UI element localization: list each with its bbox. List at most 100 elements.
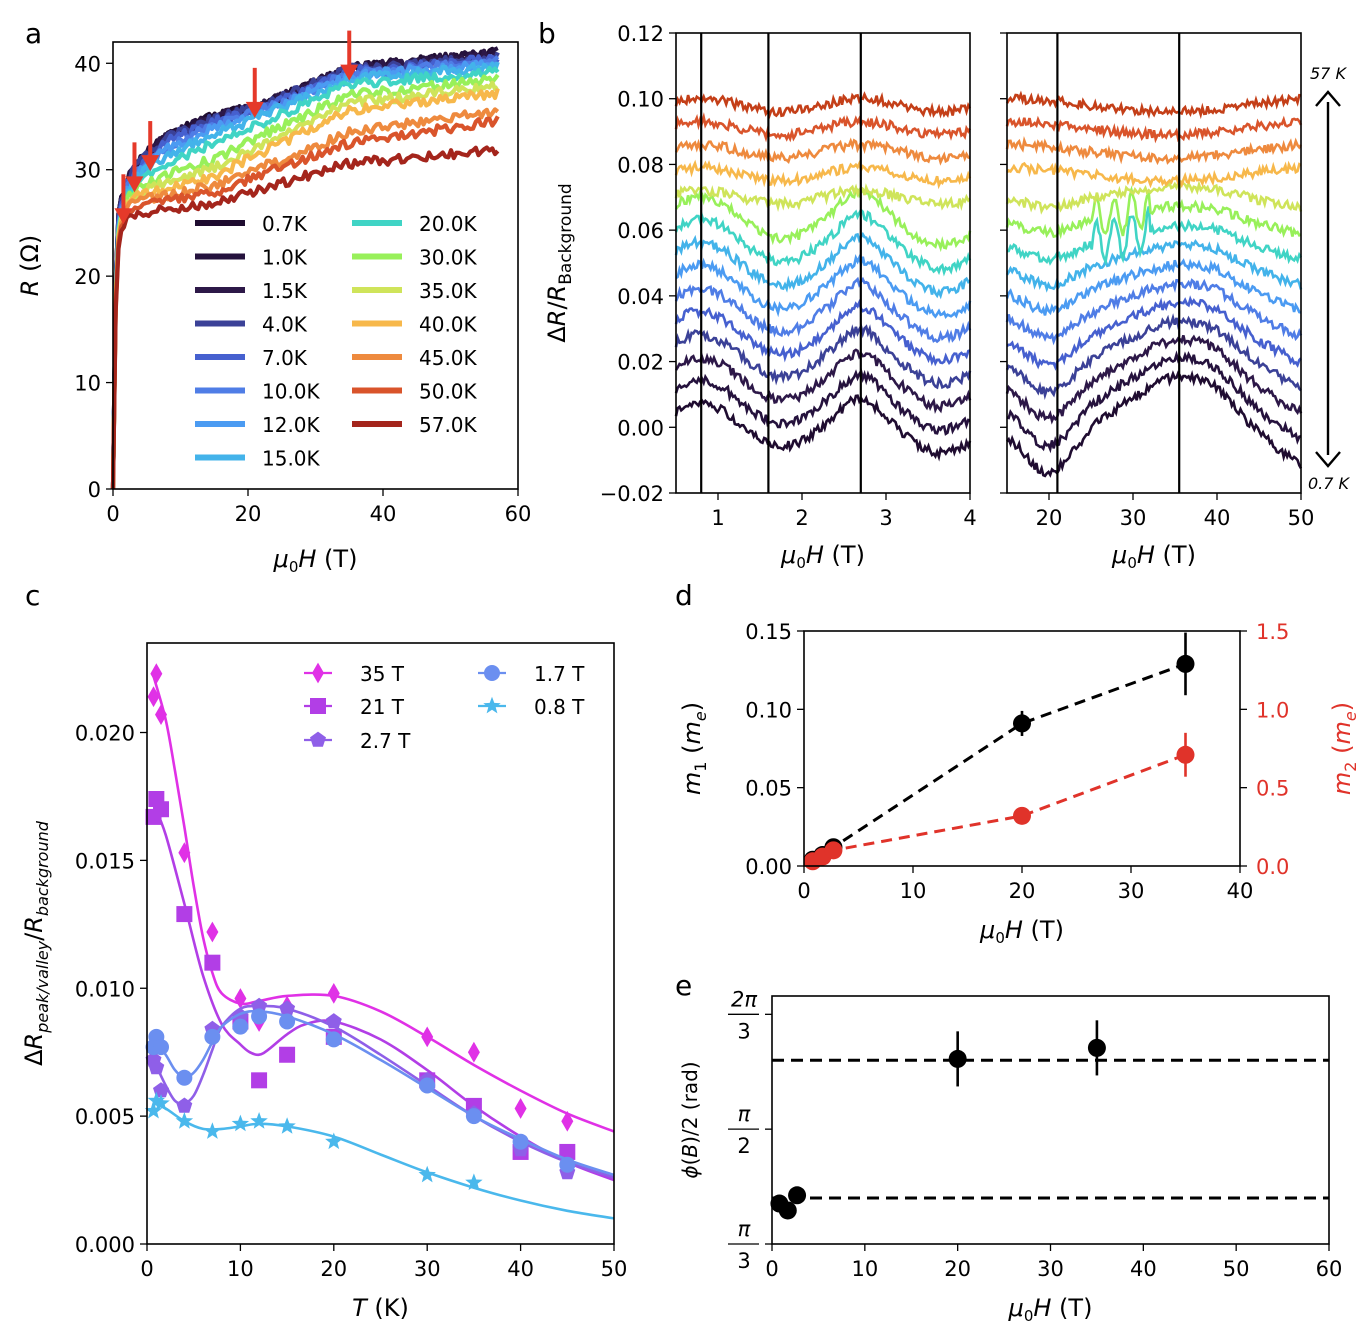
panel-b-right-curve	[1006, 206, 1303, 267]
panel-a-arrow-head	[340, 64, 359, 81]
panel-c-xtick-label: 30	[414, 1257, 441, 1281]
panel-d-mass-chart: 0 10 20 30 40 0.00 0.05 0.10 0.15 0.0 0.5 1.0 1.5 μ0H…	[678, 620, 1360, 947]
panel-a-legend-label: 57.0K	[419, 413, 478, 437]
panel-a-legend-label: 7.0K	[262, 346, 308, 370]
panel-a-legend-label: 35.0K	[419, 279, 478, 303]
panel-c-point	[561, 1110, 574, 1132]
panel-a-arrow-head	[125, 176, 144, 193]
panel-e-series-phase	[770, 1020, 1106, 1220]
panel-b-left-ytick-label: 0.06	[617, 219, 664, 243]
panel-d-ytick-right-label: 0.0	[1256, 855, 1289, 879]
panel-d-point	[1013, 806, 1031, 825]
panel-c-legend-marker	[310, 731, 326, 747]
panel-a-legend: 0.7K 1.0K 1.5K 4.0K 7.0K 10.0K 12.0K 15.0K 20.0K…	[195, 212, 478, 471]
panel-d-xtick-label: 0	[797, 879, 810, 903]
panel-c-point	[421, 1026, 434, 1048]
panel-a-xlabel: μ0H (T)	[273, 545, 358, 576]
panel-c-xlabel: T (K)	[352, 1294, 409, 1322]
panel-b-right-curve	[1005, 278, 1303, 346]
panel-c-point	[204, 1028, 221, 1045]
panel-c-fit-line	[152, 1102, 615, 1220]
panel-b-left-curve	[674, 367, 971, 436]
panel-c-point	[250, 1112, 268, 1129]
panel-d-ytick-right-label: 0.5	[1256, 777, 1289, 801]
panel-c-point	[204, 954, 221, 971]
panel-a-curves	[110, 46, 500, 490]
panel-d-dashed-line	[812, 662, 1187, 862]
panel-a-curve-30.0K	[110, 73, 500, 490]
panel-b-oscillation-chart: 1 2 3 4 −0.02 0.00 0.02 0.04 0.06 0.08 0.10 0.12 μ0H…	[543, 22, 1341, 572]
panel-b-left-curve	[674, 276, 972, 344]
panel-b-left-curve	[674, 323, 972, 390]
panel-c-point	[176, 1069, 193, 1086]
panel-c-point	[150, 663, 163, 685]
panel-d-xtick-label: 40	[1227, 879, 1254, 903]
panel-a-ytick-label: 40	[74, 52, 101, 76]
panel-c-series-2.7 T	[145, 997, 615, 1180]
panel-d-xtick-label: 20	[1009, 879, 1036, 903]
panel-c-ytick-label: 0.010	[75, 977, 135, 1001]
panel-c-legend-label: 35 T	[360, 662, 405, 686]
panel-d-xlabel: μ0H (T)	[979, 916, 1064, 947]
panel-b-right-xtick-label: 30	[1120, 506, 1147, 530]
panel-c-point	[559, 1143, 576, 1160]
panel-c-legend-label: 0.8 T	[534, 695, 585, 719]
panel-e-ytick-denominator: 2	[737, 1134, 750, 1158]
panel-c-point	[279, 1013, 296, 1030]
panel-a-legend-label: 4.0K	[262, 313, 308, 337]
panel-c-series-0.8 T	[144, 1091, 615, 1220]
panel-e-point	[788, 1186, 807, 1205]
panel-c-point	[147, 686, 160, 708]
panel-c-point	[419, 1077, 436, 1094]
panel-a-arrow-head	[141, 155, 160, 172]
panel-c-point	[418, 1165, 436, 1183]
panel-c-point	[325, 1031, 342, 1048]
panel-c-series-35 T	[147, 663, 615, 1133]
panel-c-point	[176, 1097, 193, 1113]
panel-e-frame	[771, 995, 1330, 1245]
panel-c-point	[231, 1114, 250, 1132]
panel-d-point	[1176, 745, 1195, 764]
panel-label-b: b	[538, 17, 556, 50]
panel-e-xtick-label: 40	[1130, 1257, 1157, 1281]
panel-d-xtick-label: 10	[900, 879, 927, 903]
panel-b-right-curves	[1005, 90, 1303, 478]
panel-b-arrow-head-bottom	[1315, 451, 1341, 468]
panel-c-point	[147, 1091, 166, 1109]
panel-a-curve-40.0K	[110, 88, 500, 490]
panel-b-left-curve	[674, 112, 972, 143]
panel-label-e: e	[675, 969, 692, 1002]
panel-b-left-ytick-label: 0.12	[617, 22, 664, 46]
panel-c-point	[251, 997, 268, 1013]
panel-b-left-xtick-label: 2	[795, 506, 808, 530]
panel-b-left-xlabel: μ0H (T)	[780, 541, 865, 572]
panel-b-right-curve	[1005, 136, 1303, 166]
panel-d-ytick-label: 0.05	[745, 777, 792, 801]
panel-b-left-curve	[674, 394, 972, 462]
panel-d-ytick-label: 0.10	[745, 698, 792, 722]
panel-c-point	[153, 1039, 170, 1056]
panel-c-point	[279, 1000, 296, 1016]
panel-b-left-curve	[674, 186, 972, 253]
panel-c-point	[203, 1122, 222, 1139]
panel-c-point	[153, 801, 170, 818]
panel-c-point	[327, 982, 340, 1004]
panel-b-left-curves	[674, 91, 972, 462]
panel-b-left-curve	[674, 208, 972, 277]
panel-a-ytick-label: 10	[74, 372, 101, 396]
panel-b-left-xtick-label: 1	[711, 506, 724, 530]
panel-b-left-ytick-label: 0.08	[617, 153, 664, 177]
panel-c-xtick-label: 50	[601, 1257, 628, 1281]
panel-e-point	[948, 1049, 967, 1068]
panel-e-xtick-label: 20	[944, 1257, 971, 1281]
panel-b-right-xlabel: μ0H (T)	[1111, 541, 1196, 572]
panel-b-right-curve	[1005, 90, 1302, 120]
panel-e-ytick-denominator: 3	[737, 1019, 750, 1043]
panel-c-point	[176, 906, 193, 923]
panel-c-point	[155, 704, 168, 726]
panel-e-ytick-numerator: π	[738, 1102, 751, 1126]
panel-a-xtick-label: 40	[370, 502, 397, 526]
panel-a-legend-label: 15.0K	[262, 447, 321, 471]
panel-d-ylabel-left: m1 (me)	[678, 702, 710, 795]
